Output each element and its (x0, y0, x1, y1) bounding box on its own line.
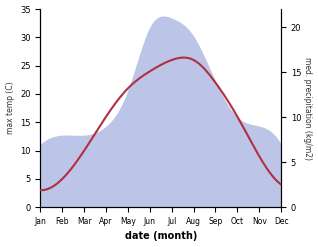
X-axis label: date (month): date (month) (125, 231, 197, 242)
Y-axis label: med. precipitation (kg/m2): med. precipitation (kg/m2) (303, 57, 313, 160)
Y-axis label: max temp (C): max temp (C) (5, 82, 15, 134)
